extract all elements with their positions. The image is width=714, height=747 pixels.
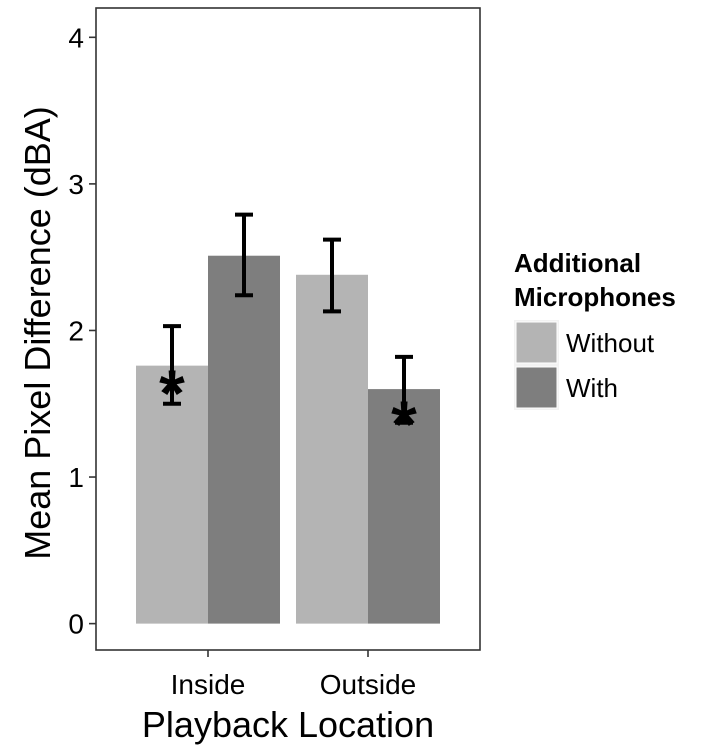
y-tick-label: 1	[68, 462, 84, 493]
x-tick-label-outside: Outside	[320, 669, 417, 700]
legend-swatch-with	[515, 366, 558, 409]
legend-item-without: Without	[514, 320, 655, 365]
bars-layer	[136, 255, 440, 624]
legend-label-without: Without	[566, 328, 655, 358]
bar-with-outside	[368, 389, 440, 624]
significance-layer: * *	[159, 356, 417, 461]
error-bar-without-inside	[163, 324, 181, 406]
x-axis: Inside Outside	[171, 650, 417, 700]
y-tick-label: 2	[68, 315, 84, 346]
legend-item-with: With	[514, 365, 618, 410]
y-tick-label: 0	[68, 609, 84, 640]
error-bar-without-outside	[323, 237, 341, 314]
bar-without-inside	[136, 365, 208, 624]
bar-without-outside	[296, 274, 368, 624]
legend-label-with: With	[566, 373, 618, 403]
x-axis-title: Playback Location	[142, 704, 434, 745]
y-axis-title: Mean Pixel Difference (dBA)	[17, 106, 58, 560]
significance-marker: *	[159, 356, 185, 430]
significance-marker: *	[391, 387, 417, 461]
y-axis: 0 1 2 3 4	[68, 22, 96, 640]
error-bar-with-outside	[395, 354, 413, 425]
y-tick-label: 3	[68, 169, 84, 200]
error-bars-layer	[163, 212, 413, 425]
legend: Additional Microphones Without With	[514, 248, 676, 410]
legend-title-line-1: Additional	[514, 248, 641, 278]
bar-with-inside	[208, 255, 280, 624]
y-tick-label: 4	[68, 22, 84, 53]
legend-swatch-without	[515, 321, 558, 364]
legend-items: Without With	[514, 320, 655, 410]
x-tick-label-inside: Inside	[171, 669, 246, 700]
legend-title-line-2: Microphones	[514, 282, 676, 312]
error-bar-with-inside	[235, 212, 253, 298]
